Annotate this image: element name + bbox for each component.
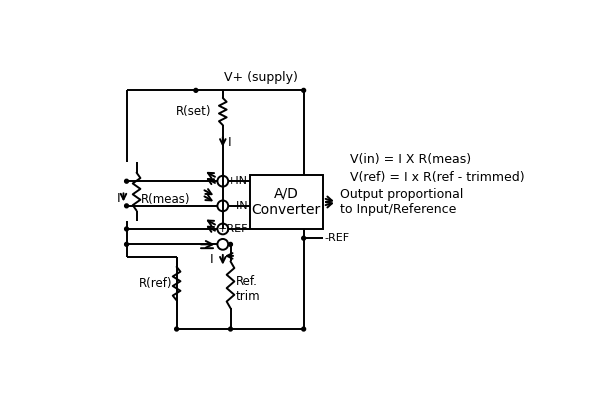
Circle shape <box>302 88 305 92</box>
Text: +REF: +REF <box>218 224 248 234</box>
Text: R(ref): R(ref) <box>139 277 173 290</box>
Circle shape <box>125 179 128 183</box>
Text: -REF: -REF <box>325 233 350 243</box>
Circle shape <box>229 242 232 246</box>
Text: R(set): R(set) <box>176 105 211 118</box>
Text: I: I <box>117 192 121 205</box>
Bar <box>250 175 323 229</box>
Circle shape <box>125 242 128 246</box>
Text: I: I <box>210 253 214 266</box>
Text: V+ (supply): V+ (supply) <box>224 71 298 84</box>
Text: Output proportional
to Input/Reference: Output proportional to Input/Reference <box>340 188 463 216</box>
Text: +IN: +IN <box>227 176 248 186</box>
Text: I: I <box>227 136 231 149</box>
Text: V(ref) = I x R(ref - trimmed): V(ref) = I x R(ref - trimmed) <box>350 171 524 184</box>
Circle shape <box>302 236 305 240</box>
Circle shape <box>302 327 305 331</box>
Text: Ref.
trim: Ref. trim <box>236 275 260 303</box>
Text: A/D
Converter: A/D Converter <box>252 187 321 217</box>
Text: R(meas): R(meas) <box>141 193 191 206</box>
Circle shape <box>175 327 179 331</box>
Circle shape <box>194 88 198 92</box>
Circle shape <box>125 227 128 231</box>
Circle shape <box>125 204 128 208</box>
Text: -IN: -IN <box>233 201 248 211</box>
Circle shape <box>229 327 232 331</box>
Text: V(in) = I X R(meas): V(in) = I X R(meas) <box>350 153 471 166</box>
